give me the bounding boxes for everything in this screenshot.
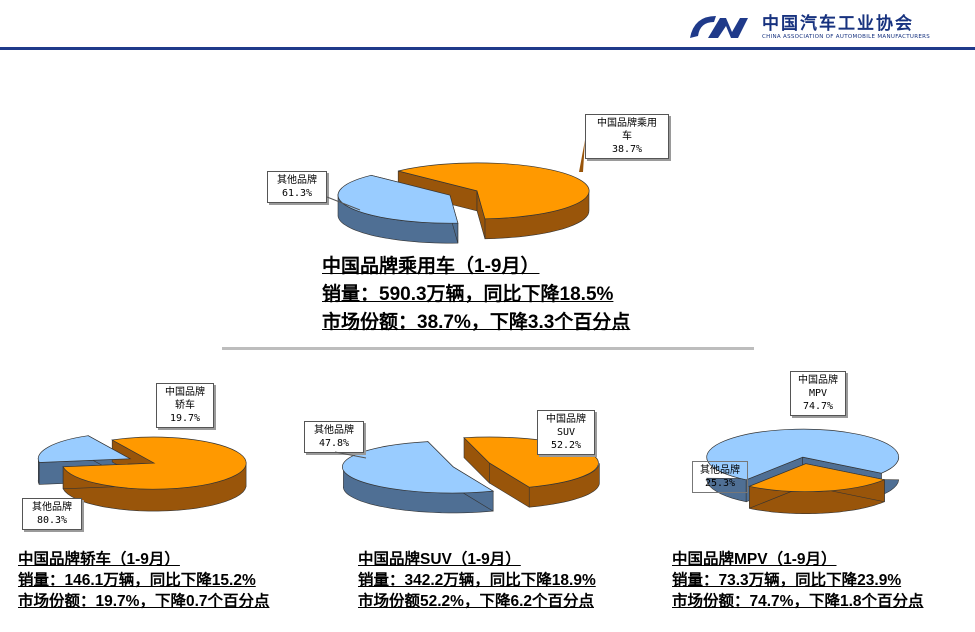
pie-slice-domestic [706, 428, 900, 481]
header-rule [0, 47, 975, 50]
pie-mpv [706, 428, 900, 514]
caption-sales: 销量：590.3万辆，同比下降18.5% [322, 284, 614, 305]
pie-slice-domestic [37, 435, 132, 463]
pie-slice-domestic [337, 174, 459, 224]
callout-sedan-other: 其他品牌 80.3% [22, 498, 82, 530]
callout-value: 25.3% [704, 478, 736, 489]
pie-passenger [337, 162, 590, 244]
callout-label-line1: 中国品牌 [165, 387, 205, 398]
caption-sales: 销量：146.1万辆，同比下降15.2% [18, 572, 256, 589]
caption-title: 中国品牌乘用车（1-9月） [322, 256, 540, 277]
caption-share: 市场份额：38.7%，下降3.3个百分点 [322, 312, 631, 333]
org-name: 中国汽车工业协会 [762, 14, 914, 34]
callout-suv-other: 其他品牌 47.8% [304, 421, 364, 453]
callout-label-line2: MPV [808, 388, 828, 399]
pie-slice-other [748, 463, 886, 492]
pie-slice-other [398, 162, 590, 220]
callout-value: 52.2% [550, 440, 582, 451]
callout-value: 47.8% [318, 438, 350, 449]
callout-label-line1: 其他品牌 [314, 425, 354, 436]
callout-label-line2: SUV [556, 427, 576, 438]
section-divider [222, 347, 754, 350]
caption-sedan: 中国品牌轿车（1-9月） 销量：146.1万辆，同比下降15.2% 市场份额：1… [18, 549, 270, 612]
callout-value: 74.7% [802, 401, 834, 412]
caption-title: 中国品牌轿车（1-9月） [18, 551, 180, 568]
callout-value: 38.7% [611, 144, 643, 155]
callout-mpv-domestic: 中国品牌 MPV 74.7% [790, 371, 846, 416]
callout-value: 19.7% [169, 413, 201, 424]
pie-slice-domestic [342, 441, 495, 494]
caption-share: 市场份额：74.7%，下降1.8个百分点 [672, 593, 924, 610]
leader-line [326, 196, 361, 211]
callout-sedan-domestic: 中国品牌 轿车 19.7% [156, 383, 214, 428]
callout-label-line2: 轿车 [175, 400, 195, 411]
caption-passenger: 中国品牌乘用车（1-9月） 销量：590.3万辆，同比下降18.5% 市场份额：… [322, 253, 630, 337]
callout-label-line2: 车 [622, 131, 632, 142]
caption-sales: 销量：342.2万辆，同比下降18.9% [358, 572, 596, 589]
pie-slice-other [62, 436, 247, 490]
callout-mpv-other: 其他品牌 25.3% [692, 461, 748, 493]
org-name-en: CHINA ASSOCIATION OF AUTOMOBILE MANUFACT… [762, 34, 931, 40]
pie-sedan [37, 435, 247, 512]
callout-label-line1: 中国品牌 [798, 375, 838, 386]
callout-value: 61.3% [281, 188, 313, 199]
leader-line [334, 451, 367, 459]
leader-line [579, 140, 585, 172]
caption-share: 市场份额52.2%，下降6.2个百分点 [358, 593, 594, 610]
callout-label-line1: 其他品牌 [700, 465, 740, 476]
callout-passenger-domestic: 中国品牌乘用 车 38.7% [585, 114, 669, 159]
caption-title: 中国品牌MPV（1-9月） [672, 551, 837, 568]
callout-passenger-other: 其他品牌 61.3% [267, 171, 327, 203]
caption-share: 市场份额：19.7%，下降0.7个百分点 [18, 593, 270, 610]
callout-label-line1: 其他品牌 [277, 175, 317, 186]
callout-suv-domestic: 中国品牌 SUV 52.2% [537, 410, 595, 455]
caption-title: 中国品牌SUV（1-9月） [358, 551, 521, 568]
pie-suv [342, 436, 600, 514]
callout-label-line1: 其他品牌 [32, 502, 72, 513]
caam-logo-icon [690, 16, 748, 38]
callout-value: 80.3% [36, 515, 68, 526]
caption-sales: 销量：73.3万辆，同比下降23.9% [672, 572, 902, 589]
caption-suv: 中国品牌SUV（1-9月） 销量：342.2万辆，同比下降18.9% 市场份额5… [358, 549, 596, 612]
callout-label-line1: 中国品牌 [546, 414, 586, 425]
callout-label-line1: 中国品牌乘用 [597, 118, 657, 129]
caption-mpv: 中国品牌MPV（1-9月） 销量：73.3万辆，同比下降23.9% 市场份额：7… [672, 549, 924, 612]
